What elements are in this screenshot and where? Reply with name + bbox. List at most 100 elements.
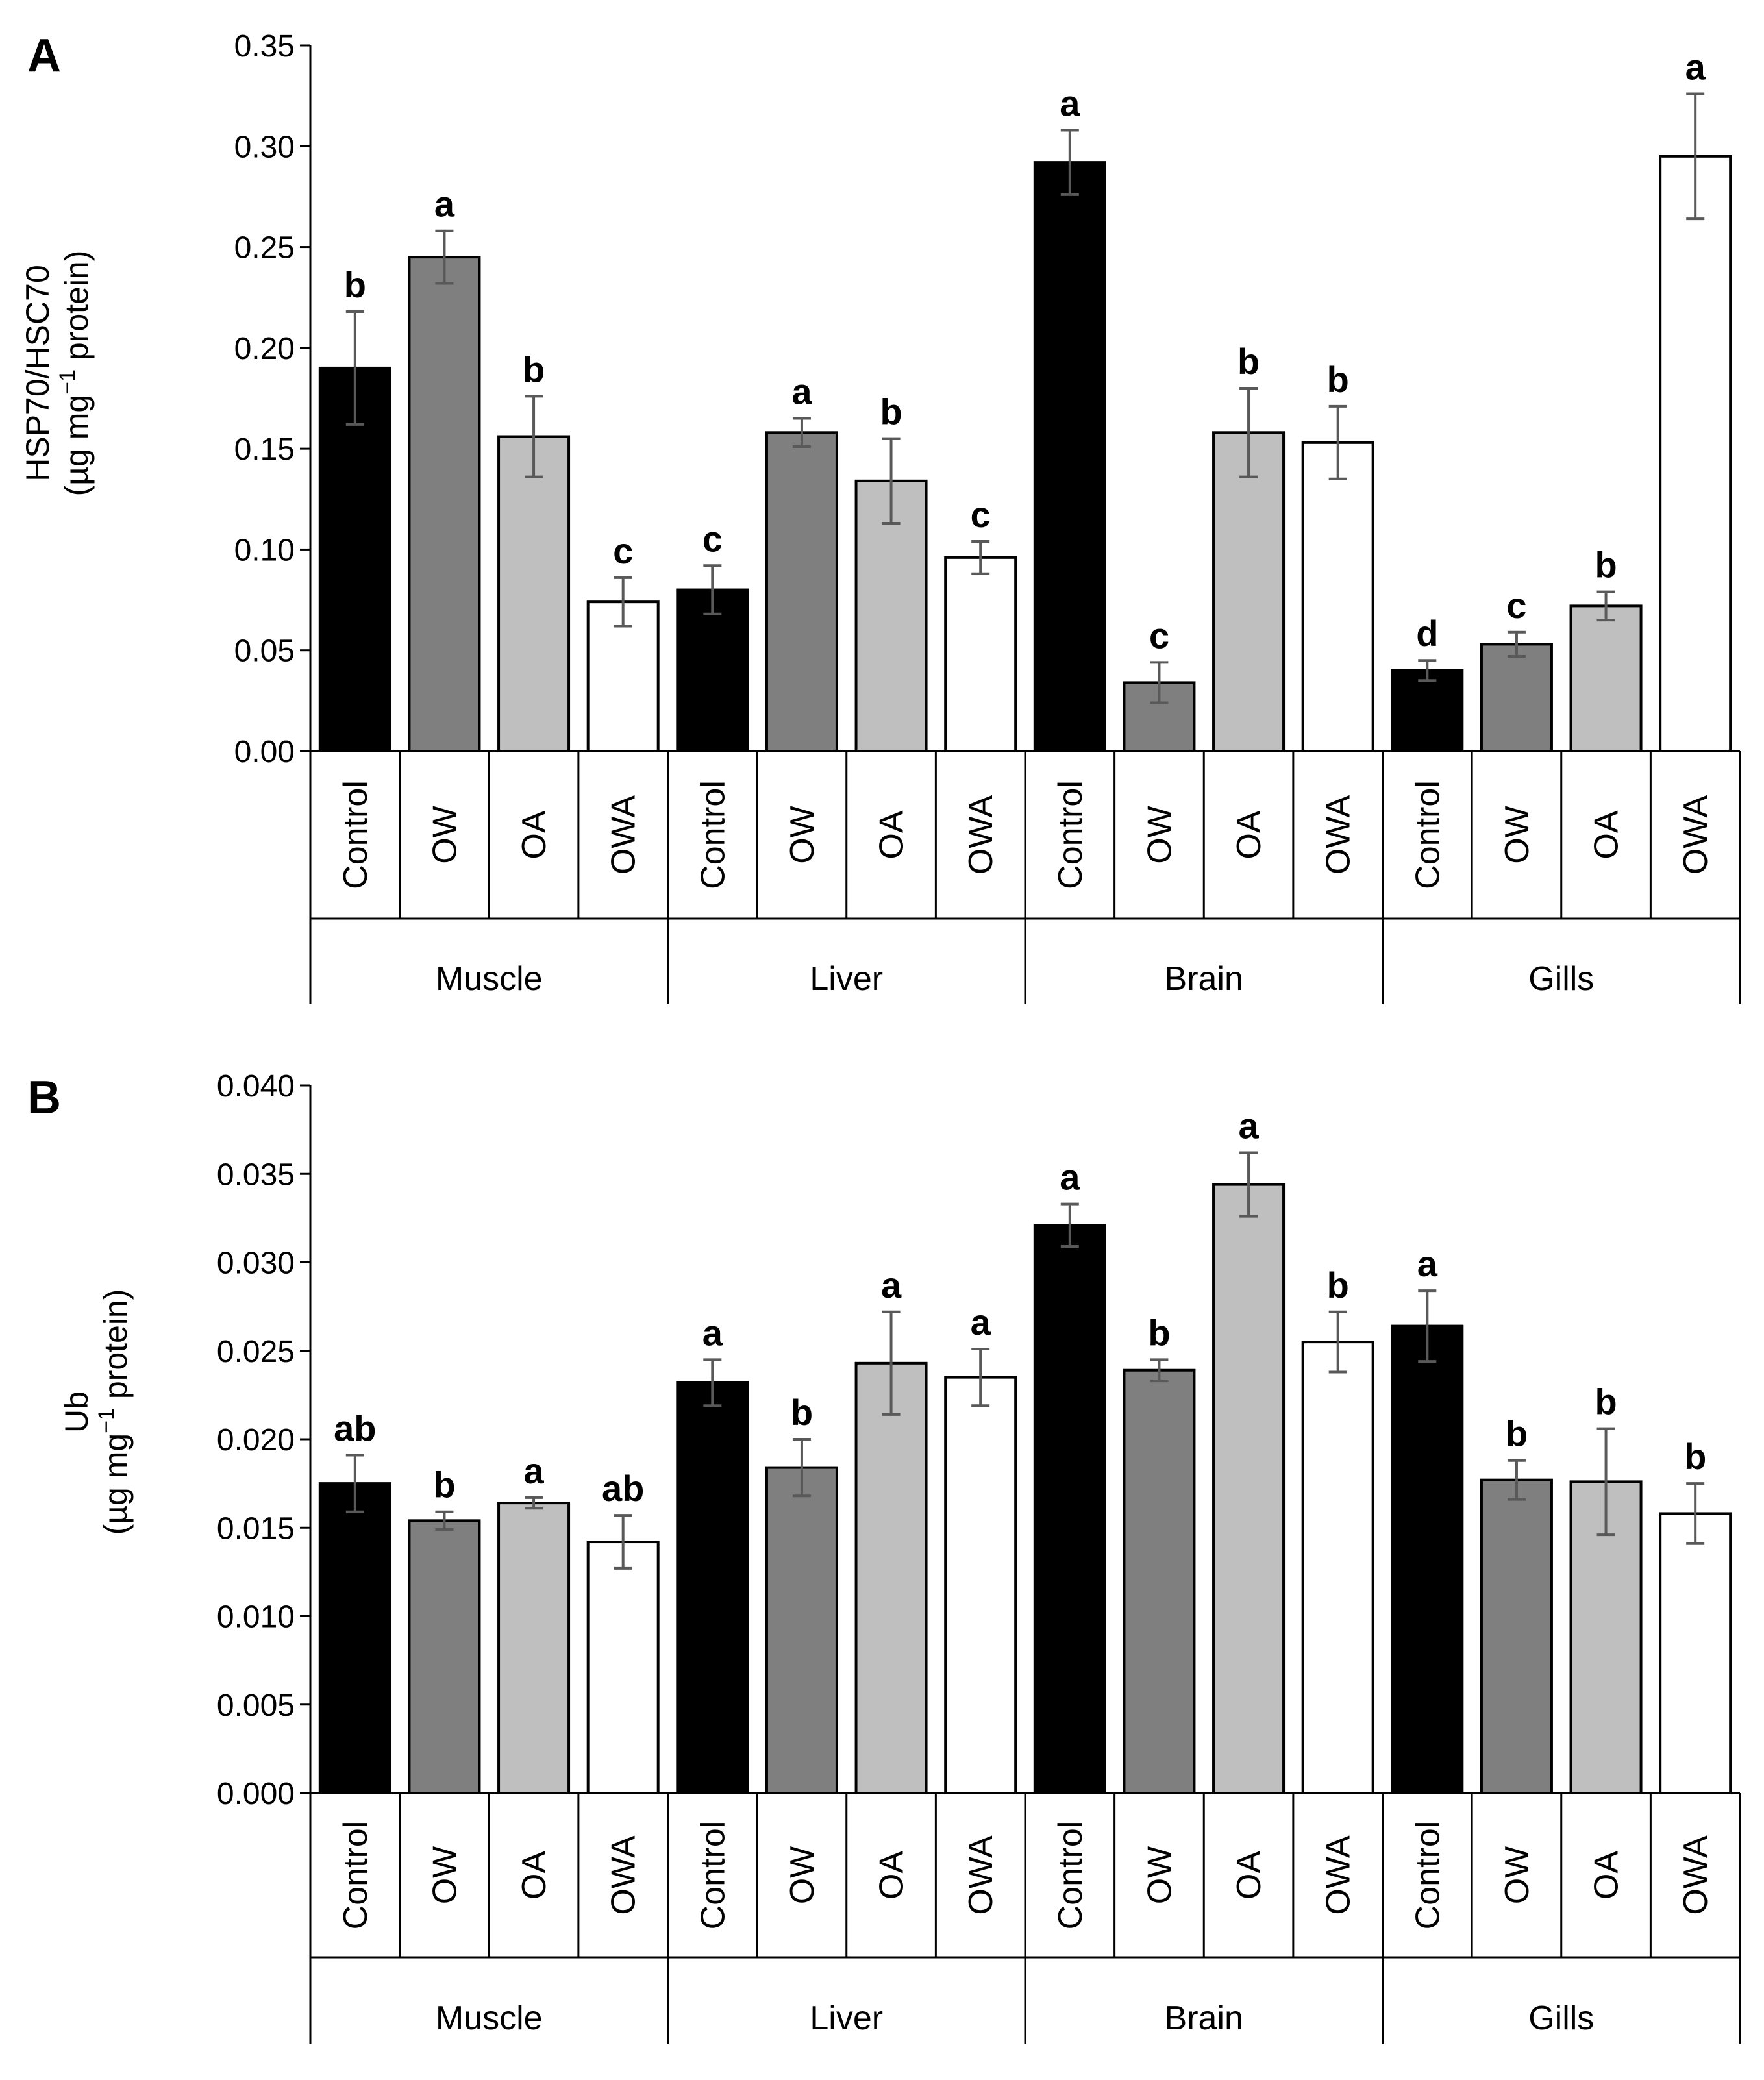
panel-a-significance-letter: a [1060, 82, 1080, 123]
panel-b-significance-letter: b [1595, 1381, 1617, 1422]
panel-a-error-bar [971, 540, 990, 575]
panel-a-significance-letter: d [1416, 613, 1438, 654]
panel-b-y-unit-pre: (µg mg [97, 1433, 134, 1535]
panel-a-bar-gills-ow [1480, 643, 1553, 753]
panel-a-y-axis-label-line1: HSP70/HSC70 [19, 265, 56, 482]
panel-b-significance-letter: a [1417, 1243, 1438, 1284]
panel-a-error-bar [525, 395, 543, 478]
panel-b-category-label: OWA [962, 1835, 1000, 1915]
panel-a-category-label: OA [873, 810, 911, 859]
panel-b-bar-muscle-oa [497, 1502, 571, 1795]
panel-b-y-unit-sup: −1 [94, 1408, 119, 1433]
panel-a-category-label: OW [1141, 806, 1178, 864]
panel-a-significance-letter: c [613, 530, 633, 571]
panel-a-error-bar [345, 310, 364, 426]
panel-a-significance-letter: b [1237, 341, 1260, 382]
panel-b-error-bar [1239, 1151, 1258, 1218]
panel-b-bar-muscle-ow [408, 1519, 481, 1795]
panel-b-category-label: OWA [1677, 1835, 1715, 1915]
panel-b-category-label: OA [1588, 1851, 1626, 1900]
panel-b-error-bar [435, 1510, 454, 1531]
panel-a-significance-letter: c [702, 518, 723, 559]
panel-b-error-bar [703, 1358, 722, 1407]
panel-a-error-bar [614, 576, 632, 628]
panel-b-significance-letter: b [1506, 1413, 1528, 1454]
panel-b-error-bar [1418, 1289, 1437, 1363]
panel-a-category-label: Control [1052, 780, 1089, 889]
panel-a-bar-muscle-oa [497, 435, 571, 752]
panel-b-y-tick-label: 0.010 [217, 1600, 295, 1635]
panel-a-significance-letter: a [434, 184, 455, 225]
panel-b-plot-area: 0.000 0.005 0.010 0.015 0.020 0.025 0.030 0.035… [217, 1069, 1741, 2044]
panel-a-group-label-brain: Brain [1165, 960, 1243, 998]
panel-a-significance-letter: c [971, 494, 991, 535]
panel-a-significance-letter: b [880, 391, 902, 432]
panel-b-category-label: Control [1052, 1821, 1089, 1930]
panel-b-category-label: OA [516, 1851, 553, 1900]
panel-a-category-label: OWA [605, 795, 643, 875]
panel-b-category-label: OA [873, 1851, 911, 1900]
panel-b-group-label-gills: Gills [1528, 2000, 1594, 2037]
panel-a-bar-muscle-ow [408, 256, 481, 753]
panel-b-error-bar [882, 1310, 901, 1416]
panel-a-y-tick-label: 0.00 [234, 735, 295, 769]
panel-b-bar-muscle-owa [586, 1541, 660, 1795]
panel-a-bar-gills-control [1391, 669, 1464, 753]
panel-b-error-bar [345, 1454, 364, 1513]
panel-b-significance-letter: ab [602, 1468, 644, 1509]
panel-b-y-tick-label: 0.035 [217, 1158, 295, 1192]
panel-b-error-bar [1596, 1427, 1615, 1537]
panel-a-y-tick-label: 0.25 [234, 231, 295, 266]
panel-a-bar-liver-ow [765, 431, 838, 752]
panel-a: A HSP70/HSC70 (µg mg−1 protein) 0.00 0.05… [19, 29, 1741, 1004]
panel-a-error-bar [703, 564, 722, 615]
panel-a-category-label: Control [694, 780, 732, 889]
panel-a-category-label: OWA [962, 795, 1000, 875]
panel-b-group-label-brain: Brain [1165, 2000, 1243, 2037]
panel-a-error-bar [1507, 630, 1526, 658]
panel-b-bar-gills-control [1391, 1324, 1464, 1794]
panel-b-letter: B [27, 1072, 61, 1124]
panel-b-y-tick-label: 0.000 [217, 1777, 295, 1811]
panel-a-plot-area: 0.00 0.05 0.10 0.15 0.20 0.25 0.30 0.35 b Control… [234, 29, 1741, 1004]
panel-a-bar-liver-owa [944, 556, 1017, 752]
panel-a-group-label-liver: Liver [810, 960, 883, 998]
panel-b-significance-letter: b [433, 1465, 455, 1505]
panel-a-category-label: OW [1498, 806, 1536, 864]
panel-a-error-bar [1596, 590, 1615, 622]
panel-a-y-axis-label-line2: (µg mg−1 protein) [55, 251, 95, 497]
panel-b-bar-brain-control [1033, 1224, 1106, 1794]
panel-b-y-axis-title: Ub (µg mg−1 protein) [58, 1289, 134, 1535]
panel-a-category-label: OW [784, 806, 821, 864]
panel-b-category-label: Control [694, 1821, 732, 1930]
panel-b-error-bar [792, 1438, 811, 1498]
panel-a-error-bar [1328, 404, 1347, 480]
panel-a-error-bar [1150, 661, 1169, 704]
panel-a-letter: A [27, 30, 61, 82]
panel-b-error-bar [1060, 1202, 1079, 1248]
panel-a-significance-letter: a [1685, 47, 1706, 88]
panel-b-bar-brain-owa [1301, 1341, 1374, 1794]
panel-b-category-label: Control [1409, 1821, 1447, 1930]
panel-a-category-label: OA [1230, 810, 1268, 859]
panel-a-group-label-muscle: Muscle [436, 960, 543, 998]
panel-b-bar-brain-ow [1123, 1368, 1196, 1795]
panel-a-error-bar [1060, 129, 1079, 196]
panel-b-significance-letter: a [1238, 1106, 1259, 1146]
panel-a-category-label: OW [426, 806, 464, 864]
panel-b-error-bar [971, 1348, 990, 1407]
panel-b-significance-letter: b [1327, 1265, 1349, 1306]
panel-a-y-tick-label: 0.10 [234, 533, 295, 567]
panel-b-y-tick-label: 0.015 [217, 1511, 295, 1546]
panel-b-bar-brain-oa [1212, 1183, 1286, 1794]
panel-b-error-bar [614, 1514, 632, 1570]
panel-a-bar-liver-oa [854, 479, 928, 752]
panel-b-bar-liver-control [676, 1381, 749, 1795]
panel-a-bar-gills-oa [1569, 604, 1643, 752]
panel-b-category-label: OWA [605, 1835, 643, 1915]
panel-a-bar-brain-control [1033, 161, 1106, 753]
panel-a-bar-brain-owa [1301, 441, 1374, 753]
panel-a-error-bar [1418, 659, 1437, 682]
panel-a-significance-letter: b [344, 264, 366, 305]
panel-b-y-unit-post: protein) [97, 1289, 134, 1408]
